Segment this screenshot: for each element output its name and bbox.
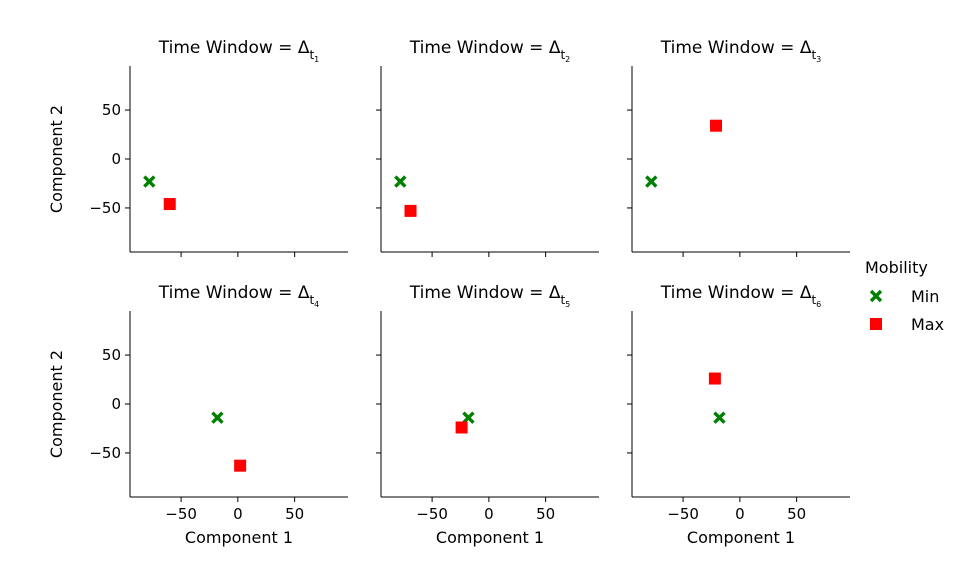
x-tick-label: 0: [735, 505, 745, 523]
panel-title-main: Time Window = Δ: [409, 283, 561, 303]
facet-panel-2: Time Window = Δt2: [376, 38, 599, 257]
panel-title-subscript: t: [309, 293, 314, 307]
point-max: [455, 421, 468, 434]
panel-title-subscript: t: [560, 293, 565, 307]
panel-title-main: Time Window = Δ: [660, 283, 812, 303]
y-axis-label: Component 2: [47, 350, 66, 458]
panel-title-subscript: t: [309, 48, 314, 62]
panel-title: Time Window = Δt5: [409, 283, 571, 309]
facet-panel-6: −50 0 50 Time Window = Δt6 Component 1: [627, 283, 850, 547]
panel-title: Time Window = Δt3: [660, 38, 822, 64]
x-axis-label: Component 1: [185, 528, 293, 547]
x-axis-label: Component 1: [436, 528, 544, 547]
point-min: [394, 175, 407, 188]
x-axis-label: Component 1: [687, 528, 795, 547]
facet-panel-3: Time Window = Δt3: [627, 38, 850, 257]
panel-title: Time Window = Δt6: [660, 283, 822, 309]
point-min: [143, 175, 156, 188]
panel-title-subscript-index: 1: [314, 55, 319, 64]
y-tick-label: 50: [102, 101, 121, 119]
y-tick-label: −50: [89, 199, 121, 217]
x-tick-label: 0: [233, 505, 243, 523]
x-tick-label: 0: [484, 505, 494, 523]
legend-label-min: Min: [911, 287, 939, 306]
point-min: [211, 411, 224, 424]
panel-title-subscript: t: [811, 48, 816, 62]
legend-title: Mobility: [865, 258, 928, 277]
legend-marker-max: [870, 318, 882, 330]
y-tick-label: −50: [89, 444, 121, 462]
panel-title-main: Time Window = Δ: [158, 38, 310, 58]
panel-title-main: Time Window = Δ: [158, 283, 310, 303]
point-min: [462, 411, 475, 424]
facet-panel-1: 50 0 −50 Time Window = Δt1 Component 2: [47, 38, 348, 257]
y-tick-label: 0: [111, 395, 121, 413]
point-min: [713, 411, 726, 424]
x-tick-label: −50: [667, 505, 699, 523]
legend-marker-min: [869, 289, 883, 303]
legend: Mobility Min Max: [865, 258, 944, 334]
point-min: [645, 175, 658, 188]
x-tick-label: 50: [536, 505, 555, 523]
panel-title: Time Window = Δt4: [158, 283, 320, 309]
panel-title-subscript-index: 5: [565, 300, 570, 309]
facet-panel-4: 50 0 −50 −50 0 50 Time Window = Δt4 Component 2…: [47, 283, 348, 547]
y-axis-label: Component 2: [47, 105, 66, 213]
panel-title-main: Time Window = Δ: [409, 38, 561, 58]
facet-panel-5: −50 0 50 Time Window = Δt5 Component 1: [376, 283, 599, 547]
x-tick-label: −50: [165, 505, 197, 523]
x-tick-label: 50: [285, 505, 304, 523]
point-max: [404, 204, 417, 217]
x-tick-label: −50: [416, 505, 448, 523]
y-tick-label: 0: [111, 150, 121, 168]
panel-title-subscript-index: 2: [565, 55, 570, 64]
y-tick-label: 50: [102, 346, 121, 364]
panel-title-main: Time Window = Δ: [660, 38, 812, 58]
x-tick-label: 50: [787, 505, 806, 523]
panel-title: Time Window = Δt2: [409, 38, 571, 64]
point-max: [708, 372, 721, 385]
panel-title-subscript-index: 4: [314, 300, 319, 309]
point-max: [234, 459, 247, 472]
legend-label-max: Max: [911, 315, 944, 334]
point-max: [163, 198, 176, 211]
panel-title-subscript-index: 6: [816, 300, 821, 309]
point-max: [710, 119, 723, 132]
panel-title-subscript: t: [560, 48, 565, 62]
panel-title-subscript-index: 3: [816, 55, 821, 64]
panel-title: Time Window = Δt1: [158, 38, 320, 64]
panel-title-subscript: t: [811, 293, 816, 307]
